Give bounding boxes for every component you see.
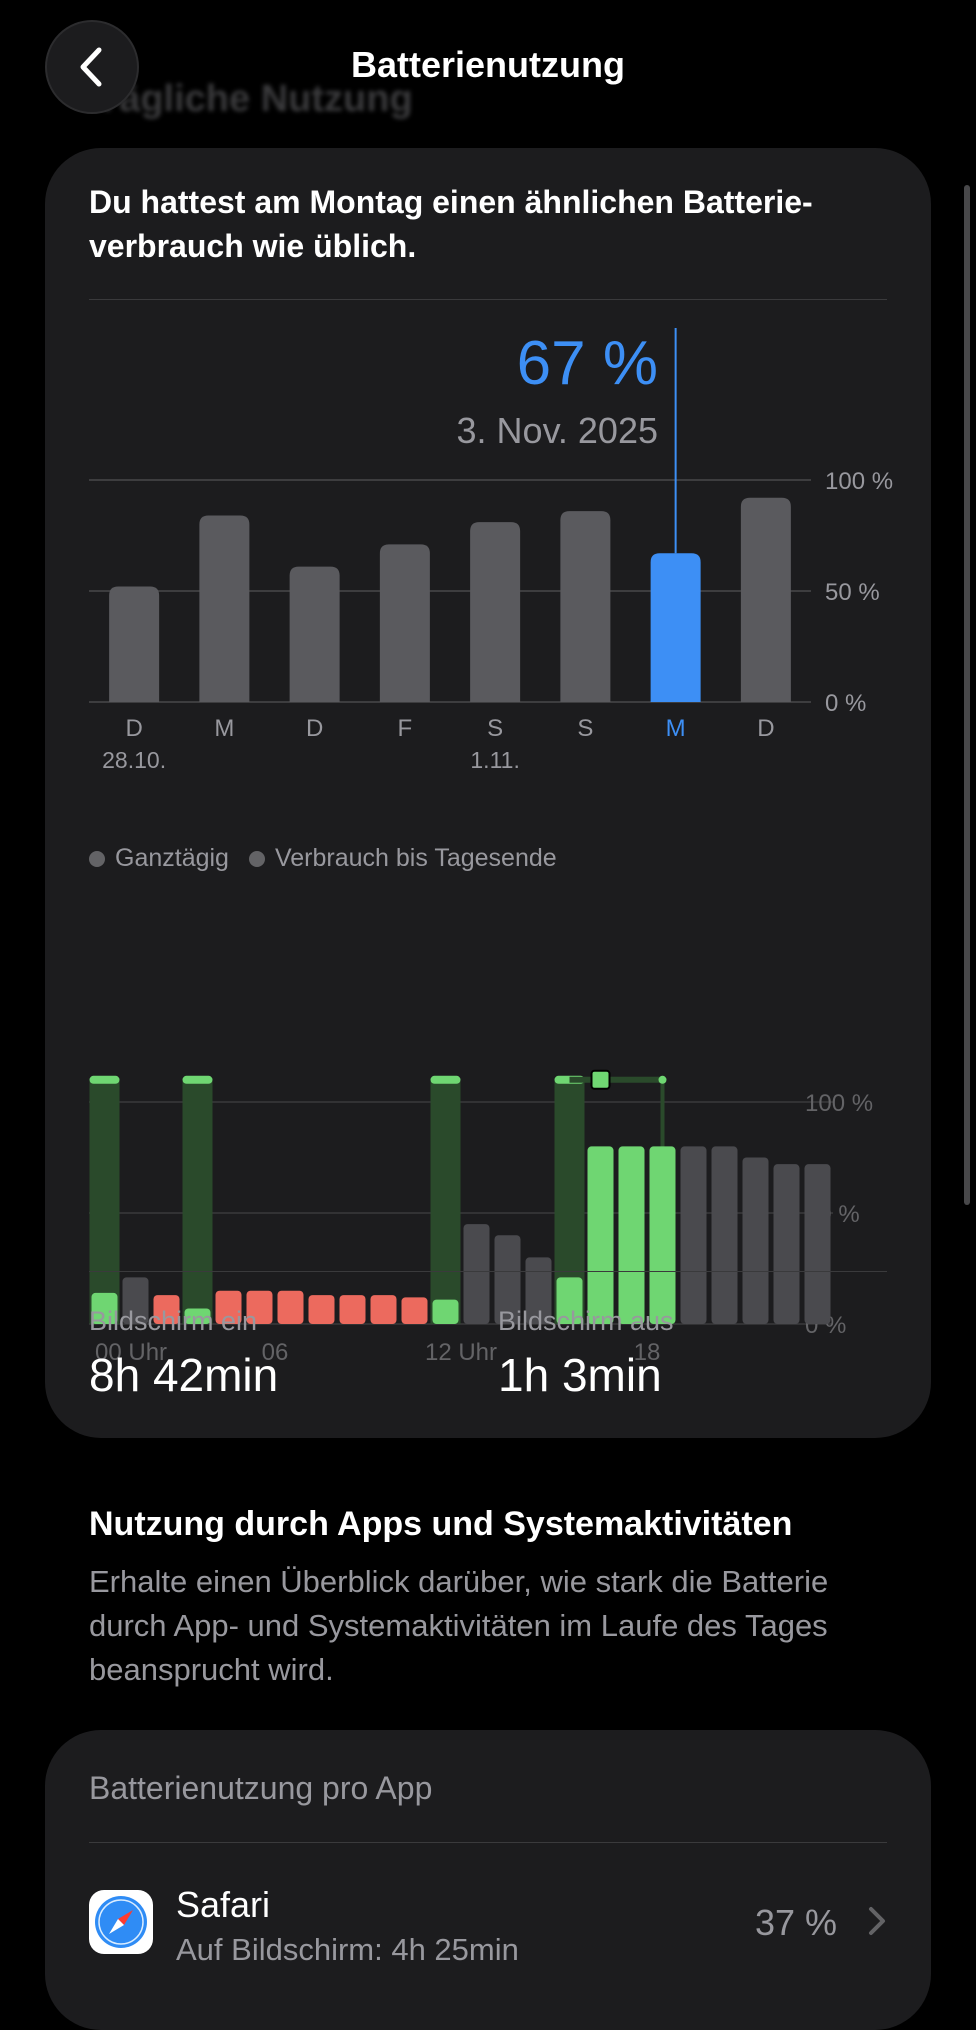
daily-battery-chart[interactable]: 100 % 50 % 0 % D 28.10. M D F S 1.11. S M D bbox=[45, 328, 931, 798]
hour-bar bbox=[711, 1146, 738, 1324]
x-tick-label: 00 Uhr bbox=[95, 1339, 167, 1366]
x-tick-label: M bbox=[666, 715, 686, 742]
back-button[interactable] bbox=[45, 20, 139, 114]
hour-bar bbox=[401, 1297, 428, 1324]
x-tick-label: D bbox=[757, 715, 774, 742]
screen-on-value: 8h 42min bbox=[89, 1349, 279, 1401]
hour-bar bbox=[773, 1164, 800, 1324]
app-detail: Auf Bildschirm: 4h 25min bbox=[176, 1932, 519, 1967]
hour-bar bbox=[556, 1277, 583, 1324]
app-row-safari[interactable]: Safari Auf Bildschirm: 4h 25min 37 % bbox=[89, 1880, 887, 1980]
x-tick-label: M bbox=[214, 715, 234, 742]
charging-band bbox=[89, 1079, 120, 1324]
day-bar bbox=[740, 497, 791, 702]
scrollbar[interactable] bbox=[964, 185, 970, 1205]
legend-item-all-day: Ganztägig bbox=[89, 844, 229, 873]
legend-label: Verbrauch bis Tagesende bbox=[274, 844, 557, 872]
app-usage-title: Batterienutzung pro App bbox=[89, 1770, 433, 1806]
app-usage-card: Batterienutzung pro App Safari Auf Bilds… bbox=[45, 1730, 931, 2030]
legend-dot bbox=[248, 850, 265, 867]
y-tick-label: 0 % bbox=[825, 690, 866, 717]
chart-legend: Ganztägig Verbrauch bis Tagesende bbox=[89, 844, 557, 873]
screen-off-value: 1h 3min bbox=[498, 1349, 662, 1401]
range-end-dot bbox=[658, 1075, 667, 1084]
chevron-right-icon bbox=[869, 1907, 885, 1935]
hour-bar bbox=[587, 1146, 614, 1324]
hour-bar bbox=[277, 1290, 304, 1324]
x-tick-label: S bbox=[487, 715, 503, 742]
x-tick-label: D bbox=[306, 715, 323, 742]
hour-bar bbox=[680, 1146, 707, 1324]
y-tick-label: 100 % bbox=[825, 468, 893, 495]
x-tick-label: S bbox=[577, 715, 593, 742]
hour-bar bbox=[742, 1157, 769, 1324]
hour-bar bbox=[153, 1295, 180, 1324]
day-bar bbox=[470, 522, 521, 702]
legend-label: Ganztägig bbox=[115, 844, 229, 872]
selected-percent: 67 % bbox=[516, 329, 658, 398]
safari-icon bbox=[89, 1890, 153, 1954]
day-bar bbox=[650, 553, 701, 702]
day-bar bbox=[560, 511, 611, 702]
hour-bar bbox=[308, 1295, 335, 1324]
selected-date: 3. Nov. 2025 bbox=[456, 410, 658, 451]
charging-marker bbox=[430, 1075, 461, 1084]
day-bar bbox=[109, 586, 160, 702]
section-title: Nutzung durch Apps und Systemaktivitäten bbox=[89, 1505, 793, 1543]
hour-bar bbox=[91, 1292, 118, 1324]
x-tick-label: 18 bbox=[634, 1339, 661, 1366]
hour-bar bbox=[494, 1235, 521, 1324]
y-tick-label: 50 % bbox=[825, 579, 880, 606]
day-bar bbox=[289, 566, 340, 702]
charging-marker bbox=[182, 1075, 213, 1084]
hour-bar bbox=[432, 1299, 459, 1324]
usage-summary: Du hattest am Montag einen ähnlichen Bat… bbox=[89, 184, 813, 264]
charging-band bbox=[182, 1079, 213, 1324]
app-name: Safari bbox=[176, 1884, 271, 1925]
hour-bar bbox=[525, 1257, 552, 1324]
date-label: 28.10. bbox=[102, 747, 166, 773]
hour-bar bbox=[215, 1290, 242, 1324]
screen-on-label: Bildschirm ein bbox=[89, 1306, 258, 1336]
hour-bar bbox=[804, 1164, 831, 1324]
divider bbox=[89, 299, 887, 300]
hour-bar bbox=[618, 1146, 645, 1324]
day-bar bbox=[379, 544, 430, 702]
hour-bar bbox=[246, 1290, 273, 1324]
hour-bar bbox=[184, 1308, 211, 1324]
y-tick-label: 100 % bbox=[805, 1090, 873, 1117]
hourly-battery-chart[interactable]: 100 %50 %0 %00 Uhr 06 12 Uhr 18 bbox=[45, 918, 931, 1388]
section-description: Erhalte einen Überblick darüber, wie sta… bbox=[89, 1564, 829, 1687]
range-handle bbox=[590, 1069, 611, 1090]
x-tick-label: 06 bbox=[262, 1339, 289, 1366]
divider bbox=[89, 1271, 887, 1272]
page-title-behind: Tägliche Nutzung bbox=[96, 78, 413, 120]
legend-item-until-end: Verbrauch bis Tagesende bbox=[248, 844, 557, 873]
hour-bar bbox=[122, 1277, 149, 1324]
x-tick-label: 12 Uhr bbox=[425, 1339, 497, 1366]
hour-bar bbox=[649, 1146, 676, 1324]
x-tick-label: D bbox=[125, 715, 142, 742]
daily-usage-card: Du hattest am Montag einen ähnlichen Bat… bbox=[45, 148, 931, 1438]
legend-dot bbox=[89, 850, 105, 867]
hour-bar bbox=[370, 1295, 397, 1324]
date-label: 1.11. bbox=[470, 747, 519, 773]
day-bar bbox=[199, 515, 250, 702]
divider bbox=[89, 1842, 887, 1843]
app-percent: 37 % bbox=[754, 1902, 837, 1943]
hour-bar bbox=[339, 1295, 366, 1324]
nav-title: Batterienutzung bbox=[351, 44, 625, 85]
hour-bar bbox=[463, 1224, 490, 1324]
charging-band bbox=[430, 1079, 461, 1324]
screen-off-label: Bildschirm aus bbox=[498, 1306, 674, 1336]
chevron-left-icon bbox=[80, 47, 102, 87]
x-tick-label: F bbox=[398, 715, 413, 742]
nav-bar: Batterienutzung bbox=[0, 0, 976, 135]
charging-marker bbox=[89, 1075, 120, 1084]
